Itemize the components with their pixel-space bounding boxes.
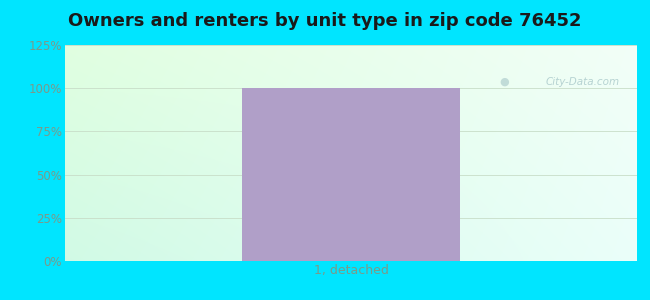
- Bar: [242, 88, 460, 261]
- Text: City-Data.com: City-Data.com: [546, 77, 620, 87]
- Text: Owners and renters by unit type in zip code 76452: Owners and renters by unit type in zip c…: [68, 12, 582, 30]
- Text: ●: ●: [500, 77, 510, 87]
